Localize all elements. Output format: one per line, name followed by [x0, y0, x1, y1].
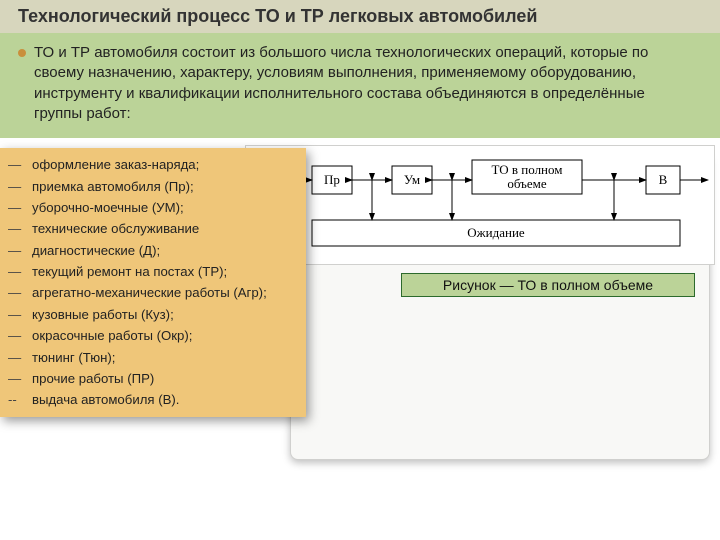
list-text: окрасочные работы (Окр);	[32, 328, 296, 343]
list-dash: —	[6, 371, 32, 386]
list-item: —прочие работы (ПР)	[4, 368, 298, 389]
list-text: кузовные работы (Куз);	[32, 307, 296, 322]
svg-text:Ожидание: Ожидание	[467, 225, 525, 240]
list-item: —технические обслуживание	[4, 218, 298, 239]
operations-list: —оформление заказ-наряда;—приемка автомо…	[0, 148, 306, 417]
list-item: —окрасочные работы (Окр);	[4, 325, 298, 346]
svg-text:В: В	[659, 172, 668, 187]
list-text: текущий ремонт на постах (ТР);	[32, 264, 296, 279]
list-text: приемка автомобиля (Пр);	[32, 179, 296, 194]
list-item: —приемка автомобиля (Пр);	[4, 175, 298, 196]
bullet-icon	[18, 49, 26, 57]
list-item: --выдача автомобиля (В).	[4, 389, 298, 410]
list-dash: —	[6, 264, 32, 279]
list-text: агрегатно-механические работы (Агр);	[32, 285, 296, 300]
svg-text:объеме: объеме	[507, 176, 547, 191]
slide: Технологический процесс ТО и ТР легковых…	[0, 0, 720, 540]
list-dash: —	[6, 221, 32, 236]
intro-box: ТО и ТР автомобиля состоит из большого ч…	[0, 33, 720, 138]
svg-text:Пр: Пр	[324, 172, 340, 187]
list-text: уборочно-моечные (УМ);	[32, 200, 296, 215]
list-text: оформление заказ-наряда;	[32, 157, 296, 172]
right-panel: Пр Ум ТО в полномобъеме В Ожидание Рисунок —…	[290, 152, 710, 460]
list-dash: —	[6, 307, 32, 322]
list-text: выдача автомобиля (В).	[32, 392, 296, 407]
list-dash: --	[6, 392, 32, 407]
list-item: —уборочно-моечные (УМ);	[4, 197, 298, 218]
list-dash: —	[6, 157, 32, 172]
list-item: —текущий ремонт на постах (ТР);	[4, 261, 298, 282]
list-dash: —	[6, 179, 32, 194]
svg-text:ТО в полном: ТО в полном	[491, 162, 562, 177]
list-text: технические обслуживание	[32, 221, 296, 236]
svg-text:Ум: Ум	[404, 172, 420, 187]
list-item: —кузовные работы (Куз);	[4, 304, 298, 325]
list-item: —агрегатно-механические работы (Агр);	[4, 282, 298, 303]
diagram-caption: Рисунок — ТО в полном объеме	[401, 273, 695, 297]
list-text: диагностические (Д);	[32, 243, 296, 258]
slide-title: Технологический процесс ТО и ТР легковых…	[0, 0, 720, 33]
intro-text: ТО и ТР автомобиля состоит из большого ч…	[34, 44, 648, 122]
list-dash: —	[6, 350, 32, 365]
list-text: прочие работы (ПР)	[32, 371, 296, 386]
list-dash: —	[6, 328, 32, 343]
list-dash: —	[6, 285, 32, 300]
list-item: —диагностические (Д);	[4, 240, 298, 261]
list-item: —оформление заказ-наряда;	[4, 154, 298, 175]
list-item: —тюнинг (Тюн);	[4, 346, 298, 367]
list-text: тюнинг (Тюн);	[32, 350, 296, 365]
flow-diagram: Пр Ум ТО в полномобъеме В Ожидание	[245, 145, 715, 265]
list-dash: —	[6, 200, 32, 215]
list-dash: —	[6, 243, 32, 258]
